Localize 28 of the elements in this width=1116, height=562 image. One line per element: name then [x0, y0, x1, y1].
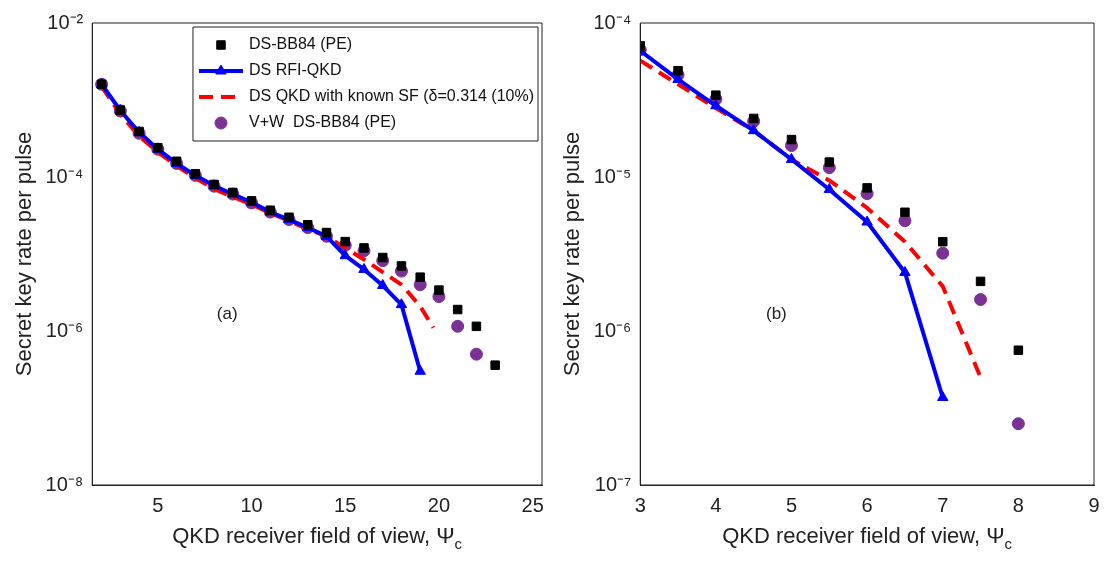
legend-label: V+W DS-BB84 (PE) [248, 113, 397, 131]
x-tick-label: 8 [1012, 493, 1024, 516]
annotation: (b) [765, 303, 787, 323]
annotation: (a) [216, 303, 238, 323]
y-tick-label: 10⁻⁷ [594, 472, 632, 495]
legend-label: DS-BB84 (PE) [248, 35, 353, 53]
x-tick-label: 4 [710, 493, 722, 516]
x-tick-label: 20 [427, 493, 451, 516]
y-tick-label: 10⁻⁴ [45, 164, 84, 187]
x-tick-label: 5 [152, 493, 164, 516]
legend-label: DS QKD with known SF (δ=0.314 (10%) [248, 87, 534, 105]
y-tick-label: 10⁻⁸ [45, 472, 84, 495]
x-tick-label: 6 [861, 493, 873, 516]
x-tick-label: 10 [240, 493, 263, 516]
legend-label: DS RFI-QKD [248, 61, 342, 79]
x-tick-label: 15 [334, 493, 357, 516]
y-tick-label: 10⁻⁶ [593, 318, 632, 341]
x-tick-label: 3 [634, 493, 646, 516]
x-tick-label: 25 [521, 493, 544, 516]
y-tick-label: 10⁻⁴ [593, 10, 632, 33]
y-tick-label: 10⁻⁵ [593, 164, 632, 187]
y-tick-label: 10⁻² [47, 10, 84, 33]
y-tick-label: 10⁻⁶ [45, 318, 84, 341]
x-tick-label: 5 [785, 493, 798, 516]
y-axis-title: Secret key rate per pulse [11, 131, 37, 377]
x-tick-label: 7 [937, 493, 949, 516]
y-axis-title: Secret key rate per pulse [559, 131, 585, 377]
x-tick-label: 9 [1088, 493, 1100, 516]
